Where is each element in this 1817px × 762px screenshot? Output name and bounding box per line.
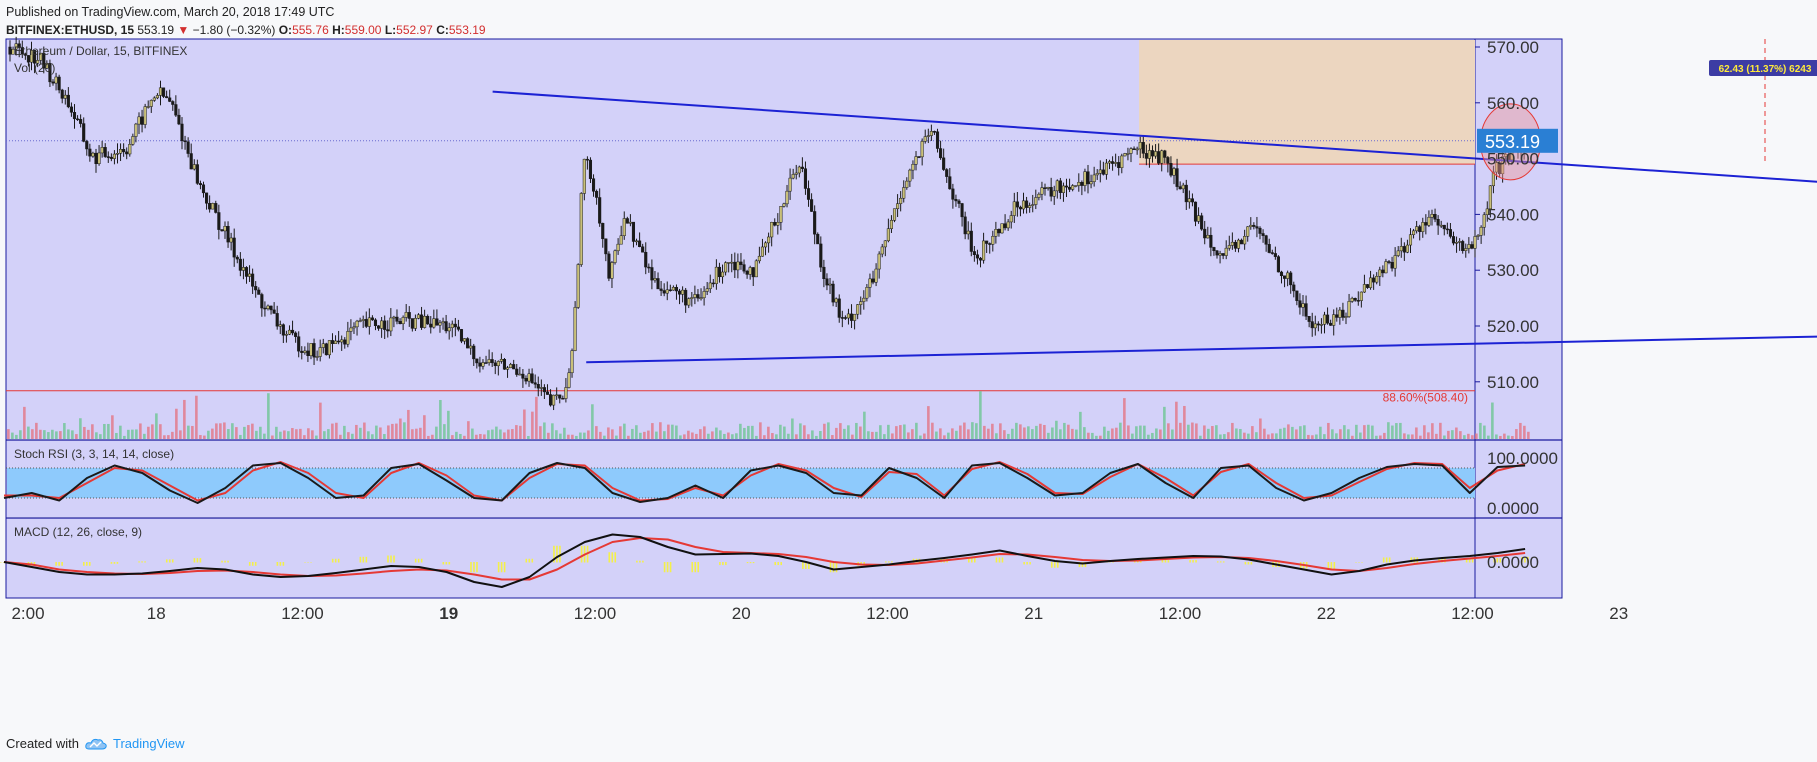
price-axis-label: 540.00 — [1487, 205, 1539, 224]
time-axis-label: 12:00 — [866, 604, 909, 623]
price-axis-label: 560.00 — [1487, 94, 1539, 113]
symbol-line: BITFINEX:ETHUSD, 15 553.19 ▼ −1.80 (−0.3… — [6, 21, 486, 39]
time-axis-label: 21 — [1024, 604, 1043, 623]
volume-bars — [7, 391, 1530, 439]
fib-level-label: 88.60%(508.40) — [1383, 391, 1468, 405]
last-price: 553.19 — [137, 23, 175, 37]
macd-axis-label: 0.0000 — [1487, 553, 1539, 572]
price-axis-label: 520.00 — [1487, 317, 1539, 336]
volume-indicator-label: Vol (20) — [14, 61, 55, 75]
high-label: H: — [332, 23, 345, 37]
high-value: 559.00 — [344, 23, 382, 37]
main-pane-title: Ethereum / Dollar, 15, BITFINEX — [14, 44, 187, 58]
macd-title: MACD (12, 26, close, 9) — [14, 525, 142, 539]
stoch-rsi-axis-label: 100.0000 — [1487, 449, 1558, 468]
low-value: 552.97 — [396, 23, 433, 37]
created-with-label: Created with — [6, 736, 79, 751]
target-box — [1139, 40, 1475, 165]
chart-header: Published on TradingView.com, March 20, … — [6, 3, 486, 39]
time-axis-label: 22 — [1317, 604, 1336, 623]
published-line: Published on TradingView.com, March 20, … — [6, 5, 335, 19]
close-label: C: — [436, 23, 449, 37]
change-arrow-icon: ▼ — [177, 23, 190, 37]
time-axis-label: 2:00 — [11, 604, 44, 623]
candles — [8, 36, 1526, 411]
last-price-tag-label: 553.19 — [1485, 132, 1540, 152]
price-axis-label: 570.00 — [1487, 38, 1539, 57]
macd-series-line — [3, 537, 1526, 581]
trendline-upper — [492, 90, 1817, 183]
last-price-tag — [1477, 128, 1558, 153]
footer: Created with TradingView — [6, 736, 185, 751]
tradingview-cloud-icon — [85, 738, 107, 749]
time-axis-label: 12:00 — [1451, 604, 1494, 623]
time-axis-label: 12:00 — [574, 604, 617, 623]
tradingview-brand: TradingView — [112, 736, 185, 751]
symbol-label: BITFINEX:ETHUSD, 15 — [6, 23, 135, 37]
change-value: −1.80 (−0.32%) — [192, 23, 276, 37]
price-axis-label: 530.00 — [1487, 261, 1539, 280]
chart-border — [5, 38, 1563, 599]
trendline-lower — [586, 335, 1817, 364]
open-label: O: — [278, 23, 293, 37]
target-label-box — [1709, 60, 1817, 76]
target-label: 62.43 (11.37%) 6243 — [1719, 64, 1812, 75]
time-axis-label: 23 — [1609, 604, 1628, 623]
price-axis-label: 510.00 — [1487, 373, 1539, 392]
close-value: 553.19 — [448, 23, 486, 37]
time-axis-label: 18 — [147, 604, 166, 623]
macd-series-line — [3, 533, 1526, 588]
low-label: L: — [384, 23, 397, 37]
stoch-rsi-title: Stoch RSI (3, 3, 14, 14, close) — [14, 447, 174, 461]
open-value: 555.76 — [292, 23, 329, 37]
time-axis-label: 19 — [439, 604, 458, 623]
tradingview-link[interactable]: TradingView — [85, 736, 185, 751]
stoch-rsi-series-line — [3, 462, 1526, 504]
price-axis-label: 550.00 — [1487, 150, 1539, 169]
time-axis-label: 12:00 — [1159, 604, 1202, 623]
stoch-rsi-axis-label: 0.0000 — [1487, 499, 1539, 518]
stoch-rsi-series-line — [4, 461, 1526, 502]
time-axis-label: 20 — [732, 604, 751, 623]
time-axis-label: 12:00 — [281, 604, 324, 623]
